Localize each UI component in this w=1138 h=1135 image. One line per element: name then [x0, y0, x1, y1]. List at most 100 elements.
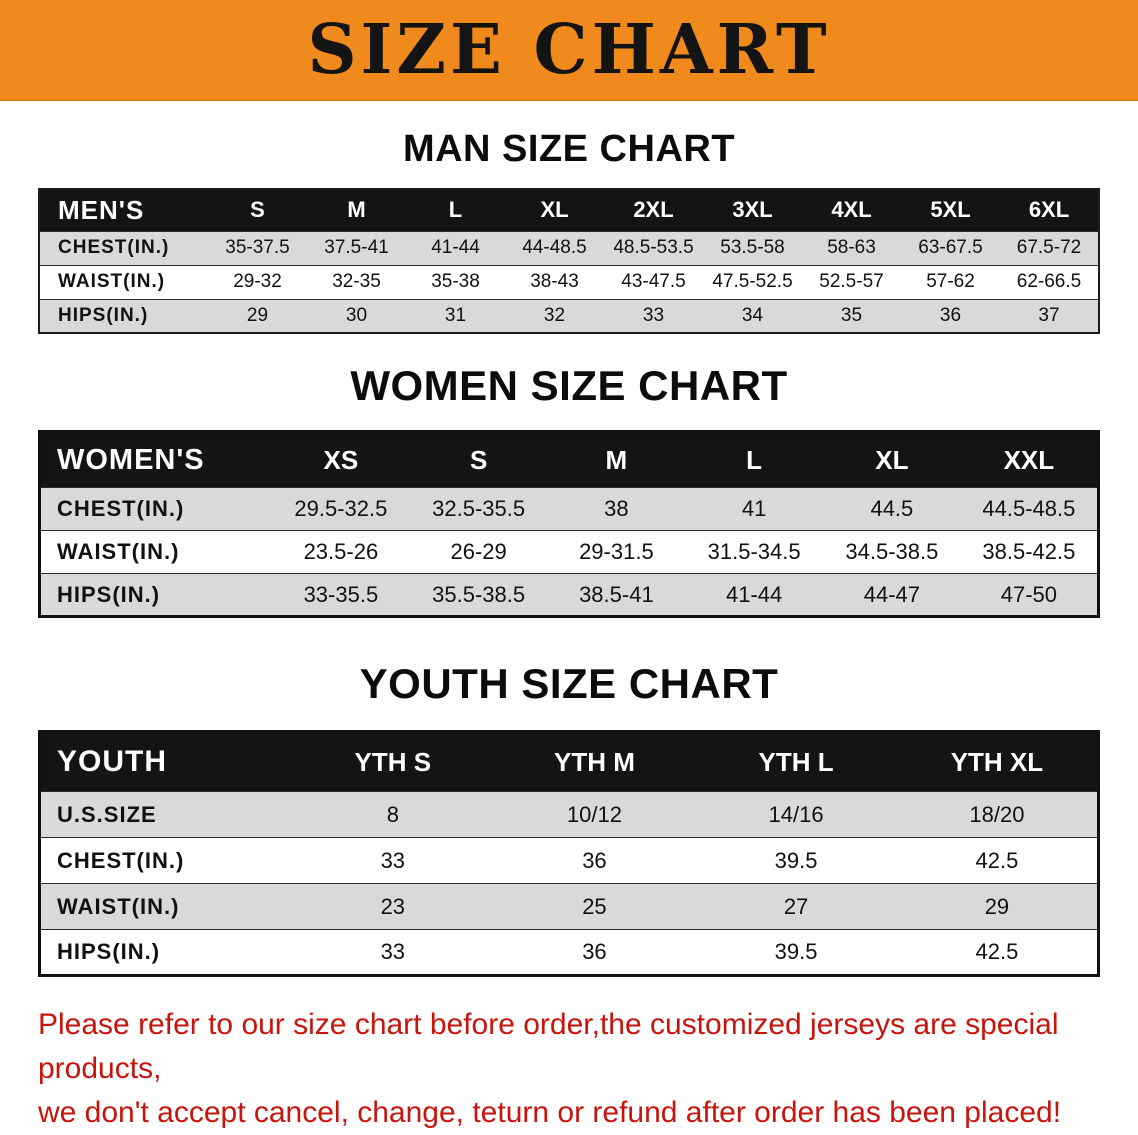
- size-value-cell: 29: [984, 893, 1010, 919]
- size-column-header: YTH L: [758, 746, 834, 777]
- size-value-cell: 29-32: [233, 271, 282, 292]
- size-column-header: M: [347, 197, 366, 223]
- row-label: WAIST(IN.): [57, 893, 180, 919]
- size-column-header: S: [250, 197, 265, 223]
- women-size-section: WOMEN SIZE CHART WOMEN'S XS S M L XL XXL CHEST(…: [0, 334, 1138, 618]
- footer-note: Please refer to our size chart before or…: [38, 1003, 1100, 1135]
- size-column-header: S: [469, 444, 488, 475]
- table-row: CHEST(IN.) 29.5-32.5 32.5-35.5 38 41 44.5 44.5…: [39, 487, 1099, 531]
- row-label: HIPS(IN.): [57, 939, 161, 964]
- size-value-cell: 23: [380, 893, 406, 919]
- size-value-cell: 8: [386, 801, 399, 827]
- row-label: WAIST(IN.): [58, 271, 166, 292]
- size-value-cell: 25: [582, 893, 607, 919]
- size-value-cell: 35.5-38.5: [432, 581, 526, 607]
- size-value-cell: 31: [444, 304, 467, 326]
- youth-size-table: YOUTH YTH S YTH M YTH L YTH XL U.S.SIZE 8 10/12…: [38, 730, 1100, 977]
- size-value-cell: 36: [582, 847, 607, 873]
- size-column-header: XL: [875, 444, 909, 475]
- size-value-cell: 33-35.5: [303, 581, 379, 607]
- row-label: CHEST(IN.): [58, 237, 170, 258]
- table-label-header: YOUTH: [57, 745, 167, 778]
- size-column-header: YTH XL: [950, 746, 1044, 777]
- banner: SIZE CHART: [0, 0, 1138, 101]
- size-column-header: 5XL: [930, 197, 971, 223]
- size-value-cell: 33: [380, 847, 406, 873]
- table-row: WAIST(IN.) 29-32 32-35 35-38 38-43 43-47.5 47.…: [39, 265, 1099, 299]
- size-value-cell: 27: [783, 893, 809, 919]
- table-row: WAIST(IN.) 23.5-26 26-29 29-31.5 31.5-34.5 34…: [39, 530, 1099, 574]
- size-value-cell: 35: [840, 304, 863, 326]
- size-value-cell: 41-44: [725, 581, 783, 607]
- size-value-cell: 41-44: [431, 237, 480, 258]
- table-row: HIPS(IN.) 33-35.5 35.5-38.5 38.5-41 41-44 44-…: [39, 573, 1099, 617]
- size-value-cell: 34.5-38.5: [845, 539, 939, 564]
- table-label-header: WOMEN'S: [57, 443, 205, 476]
- size-value-cell: 47.5-52.5: [712, 271, 793, 292]
- youth-size-section: YOUTH SIZE CHART YOUTH YTH S YTH M YTH L YTH…: [0, 618, 1138, 977]
- size-value-cell: 42.5: [975, 847, 1019, 873]
- size-value-cell: 58-63: [827, 237, 876, 258]
- size-value-cell: 39.5: [774, 939, 818, 964]
- size-value-cell: 62-66.5: [1016, 271, 1082, 292]
- size-value-cell: 33: [380, 939, 406, 964]
- size-value-cell: 10/12: [566, 801, 622, 827]
- size-column-header: M: [605, 444, 628, 475]
- size-column-header: YTH S: [354, 746, 432, 777]
- size-value-cell: 29.5-32.5: [294, 496, 388, 521]
- size-value-cell: 26-29: [450, 539, 507, 564]
- size-value-cell: 67.5-72: [1016, 237, 1082, 258]
- size-column-header: 2XL: [633, 197, 674, 223]
- men-size-table: MEN'S S M L XL 2XL 3XL 4XL 5XL 6XL CHEST(IN.) 35-37…: [38, 188, 1100, 334]
- men-section-heading: MAN SIZE CHART: [402, 128, 736, 170]
- size-value-cell: 30: [345, 304, 368, 326]
- table-header-row: YOUTH YTH S YTH M YTH L YTH XL: [39, 731, 1099, 792]
- size-value-cell: 33: [642, 304, 665, 326]
- size-value-cell: 29-31.5: [579, 539, 654, 564]
- size-value-cell: 38.5-41: [579, 581, 654, 607]
- table-row: WAIST(IN.) 23 25 27 29: [39, 883, 1099, 930]
- size-column-header: XXL: [1003, 444, 1055, 475]
- size-column-header: L: [746, 444, 763, 475]
- size-value-cell: 31.5-34.5: [707, 539, 801, 564]
- size-value-cell: 29: [246, 304, 269, 326]
- size-value-cell: 32: [543, 304, 566, 326]
- size-value-cell: 36: [582, 939, 607, 964]
- size-value-cell: 38-43: [530, 271, 579, 292]
- size-value-cell: 57-62: [926, 271, 975, 292]
- women-section-heading: WOMEN SIZE CHART: [350, 362, 788, 409]
- row-label: HIPS(IN.): [58, 304, 149, 326]
- row-label: CHEST(IN.): [57, 847, 185, 873]
- row-label: HIPS(IN.): [57, 581, 161, 607]
- size-value-cell: 35-38: [431, 271, 480, 292]
- size-value-cell: 18/20: [969, 801, 1025, 827]
- women-size-table: WOMEN'S XS S M L XL XXL CHEST(IN.) 29.5-32.5 32.5…: [38, 430, 1100, 618]
- size-value-cell: 44.5: [870, 496, 914, 521]
- row-label: U.S.SIZE: [57, 801, 157, 827]
- size-value-cell: 39.5: [774, 847, 818, 873]
- table-row: CHEST(IN.) 35-37.5 37.5-41 41-44 44-48.5 48.5…: [39, 231, 1099, 265]
- size-column-header: 4XL: [831, 197, 872, 223]
- size-value-cell: 37: [1038, 304, 1060, 326]
- table-header-row: MEN'S S M L XL 2XL 3XL 4XL 5XL 6XL: [39, 189, 1099, 231]
- row-label: WAIST(IN.): [57, 539, 180, 564]
- size-column-header: 3XL: [732, 197, 773, 223]
- size-value-cell: 36: [939, 304, 962, 326]
- size-value-cell: 44-48.5: [522, 237, 587, 258]
- size-value-cell: 44.5-48.5: [982, 496, 1076, 521]
- size-value-cell: 47-50: [1000, 581, 1058, 607]
- size-value-cell: 43-47.5: [621, 271, 686, 292]
- size-value-cell: 14/16: [768, 801, 824, 827]
- size-column-header: XL: [540, 197, 569, 223]
- table-header-row: WOMEN'S XS S M L XL XXL: [39, 431, 1099, 488]
- row-label: CHEST(IN.): [57, 496, 185, 521]
- size-value-cell: 35-37.5: [225, 237, 290, 258]
- size-value-cell: 53.5-58: [720, 237, 785, 258]
- table-row: U.S.SIZE 8 10/12 14/16 18/20: [39, 791, 1099, 838]
- size-value-cell: 23.5-26: [303, 539, 379, 564]
- size-value-cell: 63-67.5: [918, 237, 983, 258]
- footer-line-1: Please refer to our size chart before or…: [38, 1008, 1059, 1085]
- table-row: HIPS(IN.) 33 36 39.5 42.5: [39, 929, 1099, 976]
- table-label-header: MEN'S: [58, 194, 145, 225]
